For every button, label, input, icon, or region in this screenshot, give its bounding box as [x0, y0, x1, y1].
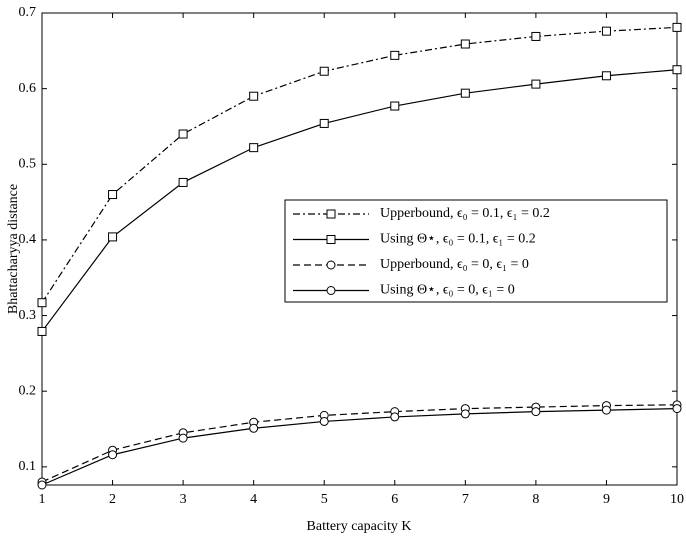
marker [460, 409, 470, 419]
marker [178, 129, 188, 139]
y-tick-label: 0.6 [19, 81, 37, 96]
y-tick-label: 0.7 [19, 5, 37, 20]
x-tick-label: 8 [532, 492, 539, 507]
series-line [41, 404, 678, 483]
marker [37, 326, 47, 336]
marker [601, 26, 611, 36]
marker [531, 79, 541, 89]
marker [37, 480, 47, 490]
series-line [41, 408, 678, 486]
marker [319, 118, 329, 128]
marker [460, 39, 470, 49]
marker [326, 286, 336, 295]
x-tick-label: 4 [250, 492, 257, 507]
marker [178, 433, 188, 443]
series-line [41, 26, 678, 304]
y-axis-label: Bhattacharyya distance [6, 184, 21, 314]
marker [319, 416, 329, 426]
marker [326, 209, 336, 219]
x-tick-label: 5 [321, 492, 328, 507]
marker [178, 177, 188, 187]
legend-label: Using Θ⋆, ϵ₀ = 0, ϵ₁ = 0 [380, 283, 515, 298]
x-tick-label: 3 [180, 492, 187, 507]
x-tick-label: 7 [462, 492, 469, 507]
marker [601, 71, 611, 81]
legend-label: Using Θ⋆, ϵ₀ = 0.1, ϵ₁ = 0.2 [380, 232, 536, 247]
marker [390, 101, 400, 111]
y-tick-label: 0.5 [19, 157, 37, 172]
plot-frame [41, 12, 678, 486]
marker [326, 235, 336, 244]
marker [601, 405, 611, 415]
marker [249, 91, 259, 101]
y-tick-label: 0.2 [19, 383, 37, 398]
x-tick-label: 6 [391, 492, 398, 507]
marker [37, 298, 47, 308]
marker [249, 423, 259, 433]
marker [672, 404, 682, 414]
x-tick-label: 1 [39, 492, 46, 507]
x-tick-label: 2 [109, 492, 116, 507]
marker [108, 190, 118, 200]
marker [108, 232, 118, 242]
marker [531, 31, 541, 41]
marker [460, 88, 470, 98]
marker [390, 50, 400, 60]
marker [249, 143, 259, 153]
marker [672, 22, 682, 32]
marker [326, 260, 336, 270]
series-line [41, 69, 678, 332]
legend-label: Upperbound, ϵ₀ = 0, ϵ₁ = 0 [380, 257, 529, 272]
legend-label: Upperbound, ϵ₀ = 0.1, ϵ₁ = 0.2 [380, 206, 550, 221]
y-tick-label: 0.3 [19, 308, 37, 323]
marker [108, 450, 118, 460]
marker [531, 407, 541, 417]
marker [390, 412, 400, 422]
x-tick-label: 9 [603, 492, 610, 507]
y-tick-label: 0.1 [19, 459, 37, 474]
x-tick-label: 10 [670, 492, 684, 507]
marker [319, 66, 329, 76]
legend: Upperbound, ϵ₀ = 0.1, ϵ₁ = 0.2 Using Θ⋆, … [284, 199, 668, 303]
legend-box [284, 199, 668, 303]
y-tick-label: 0.4 [19, 232, 37, 247]
marker [672, 65, 682, 75]
x-axis-label: Battery capacity K [307, 519, 412, 534]
